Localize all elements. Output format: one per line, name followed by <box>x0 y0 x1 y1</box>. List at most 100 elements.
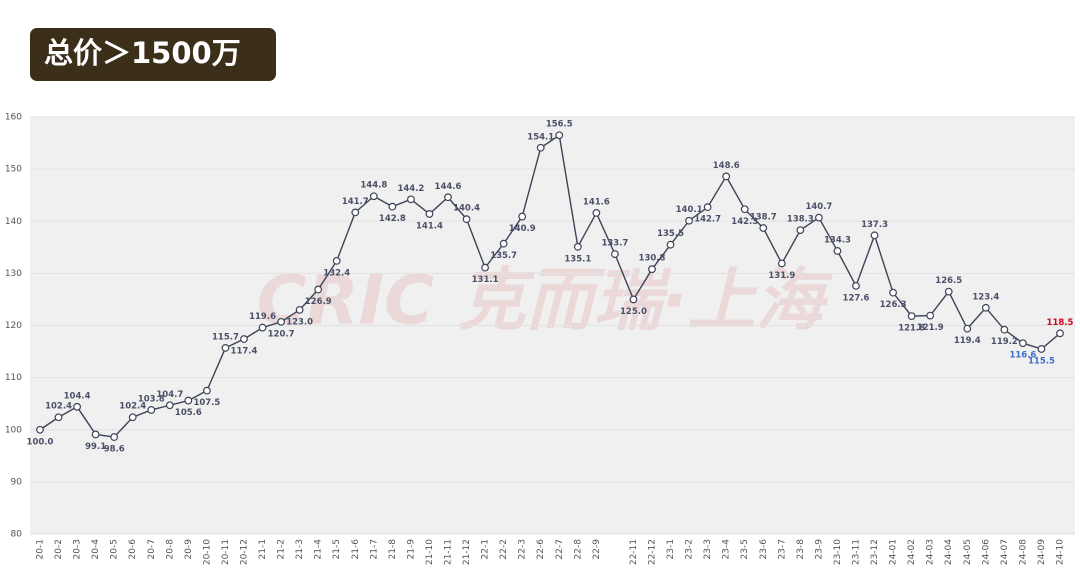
point <box>128 413 137 422</box>
y-tick-label: 90 <box>11 477 23 487</box>
value-label: 142.7 <box>694 215 721 225</box>
x-tick-label: 20-8 <box>165 539 175 560</box>
x-tick-label: 23-8 <box>796 539 806 560</box>
point <box>796 226 805 235</box>
x-tick-label: 20-11 <box>221 539 231 565</box>
point <box>444 193 452 202</box>
point <box>1037 345 1046 353</box>
point <box>481 263 489 272</box>
value-label: 116.6 <box>1009 351 1036 361</box>
point <box>147 406 156 414</box>
point <box>165 401 174 410</box>
x-tick-label: 23-7 <box>777 539 787 559</box>
value-label: 140.7 <box>805 202 832 212</box>
value-label: 132.4 <box>323 268 350 278</box>
x-tick-label: 21-7 <box>369 539 379 559</box>
value-label: 104.4 <box>64 391 91 401</box>
value-label: 121.8 <box>898 324 925 334</box>
point <box>629 295 638 304</box>
x-tick-label: 21-5 <box>332 539 342 559</box>
point <box>91 430 100 439</box>
value-label: 115.5 <box>1028 356 1055 366</box>
x-tick-label: 23-3 <box>703 539 713 559</box>
point <box>203 386 211 395</box>
value-label: 103.8 <box>138 394 165 404</box>
point <box>240 335 248 343</box>
value-label: 119.4 <box>954 336 981 346</box>
point <box>815 213 823 222</box>
value-label: 102.4 <box>45 402 72 412</box>
x-tick-label: 23-12 <box>870 539 880 565</box>
value-label: 131.9 <box>768 271 795 281</box>
value-label: 118.5 <box>1047 318 1074 328</box>
x-tick-label: 20-5 <box>110 539 120 559</box>
x-tick-label: 23-10 <box>833 539 843 565</box>
x-tick-label: 23-4 <box>722 539 732 560</box>
x-tick-label: 21-10 <box>425 539 435 565</box>
x-tick-label: 23-6 <box>759 539 769 560</box>
x-tick-label: 24-10 <box>1056 539 1066 565</box>
x-tick-label: 20-9 <box>184 539 194 560</box>
x-tick-label: 20-7 <box>147 539 157 559</box>
value-label: 120.7 <box>268 329 295 339</box>
point <box>907 312 916 321</box>
x-tick-label: 22-6 <box>536 539 546 560</box>
y-tick-label: 110 <box>5 373 22 383</box>
x-tick-label: 24-03 <box>926 539 936 565</box>
value-label: 137.3 <box>861 220 888 230</box>
point <box>110 433 119 441</box>
point <box>944 287 953 296</box>
point <box>73 402 81 411</box>
point <box>407 195 415 204</box>
value-label: 141.4 <box>416 221 443 231</box>
point <box>314 285 323 294</box>
point <box>499 239 508 248</box>
value-label: 126.9 <box>305 297 332 307</box>
value-label: 119.2 <box>991 337 1018 347</box>
point <box>332 256 341 265</box>
value-label: 140.9 <box>509 224 536 234</box>
point <box>852 281 860 290</box>
y-tick-label: 160 <box>5 113 22 123</box>
x-tick-label: 23-2 <box>685 539 695 559</box>
point <box>1056 329 1064 338</box>
point <box>258 323 267 332</box>
x-tick-label: 22-7 <box>555 539 565 559</box>
point <box>722 172 731 181</box>
point <box>981 303 990 312</box>
y-tick-label: 130 <box>5 269 22 279</box>
y-tick-label: 80 <box>11 530 23 540</box>
value-label: 154.1 <box>527 132 554 142</box>
point <box>1019 339 1027 348</box>
value-label: 156.5 <box>546 120 573 130</box>
y-tick-label: 100 <box>5 425 22 435</box>
value-label: 142.3 <box>731 217 758 227</box>
value-label: 148.6 <box>713 161 740 171</box>
point <box>870 231 879 240</box>
point <box>611 250 619 258</box>
point <box>963 324 972 333</box>
value-label: 140.1 <box>676 205 703 215</box>
point <box>573 242 582 251</box>
value-label: 138.7 <box>750 213 777 223</box>
x-tick-label: 20-12 <box>240 539 250 565</box>
y-tick-label: 120 <box>5 321 22 331</box>
point <box>1000 325 1009 334</box>
value-label: 98.6 <box>104 445 125 455</box>
point <box>536 143 545 152</box>
y-tick-label: 150 <box>5 165 22 175</box>
title-box <box>30 28 276 81</box>
x-tick-label: 23-1 <box>666 539 676 559</box>
y-tick-label: 140 <box>5 217 22 227</box>
point <box>277 317 285 326</box>
x-tick-label: 22-3 <box>518 539 528 559</box>
x-tick-label: 23-5 <box>740 539 750 559</box>
x-tick-label: 21-2 <box>277 539 287 559</box>
x-tick-label: 22-9 <box>592 539 602 560</box>
x-tick-label: 21-11 <box>444 539 454 565</box>
point <box>36 425 44 434</box>
point <box>703 203 712 212</box>
point <box>740 205 749 214</box>
value-label: 107.5 <box>193 398 220 408</box>
x-tick-label: 24-01 <box>889 539 899 565</box>
